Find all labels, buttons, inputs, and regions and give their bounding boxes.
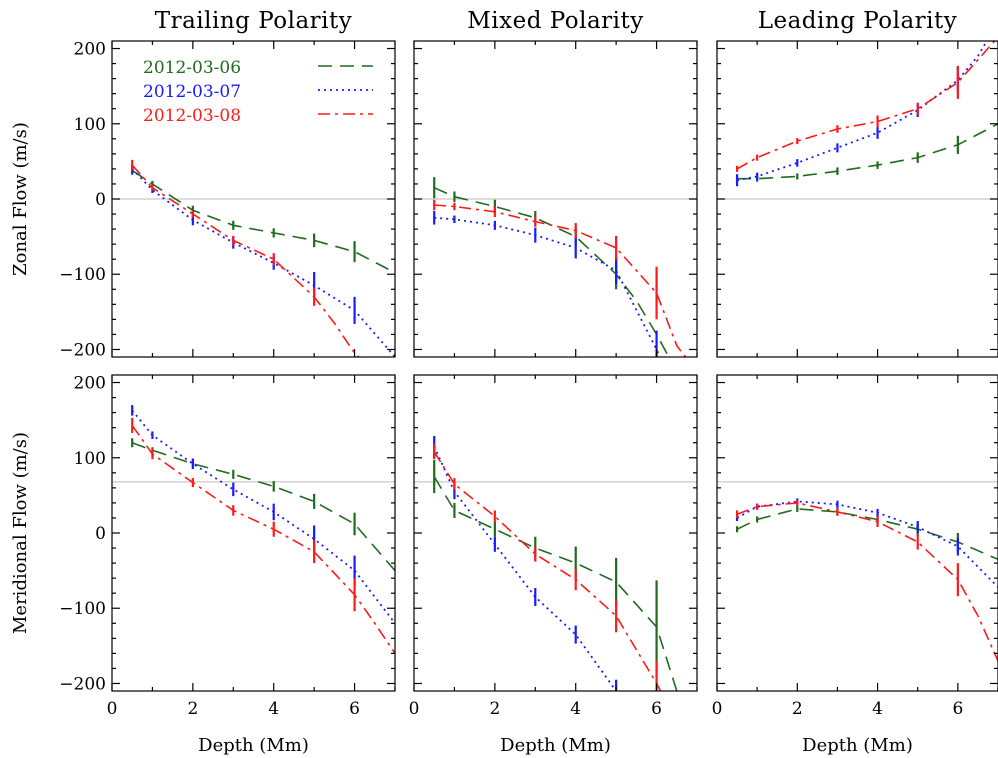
column-title-leading-polarity: Leading Polarity [758,8,958,34]
legend-label-2012-03-07: 2012-03-07 [143,82,241,102]
legend-label-2012-03-06: 2012-03-06 [143,58,241,78]
y-tick-label: −100 [59,599,106,619]
y-axis-label-zonal: Zonal Flow (m/s) [10,122,31,276]
panel-mixed-polarity-zonal: Mixed Polarity [414,8,697,395]
x-tick-label: 0 [409,699,420,719]
panel-leading-polarity-meridional: 0 2 4 6 Depth (Mm) [712,375,998,756]
series-line-2012-03-06 [132,443,395,571]
x-axis-label: Depth (Mm) [802,735,913,756]
x-tick-label: 4 [872,699,883,719]
series-line-2012-03-07 [434,447,636,722]
y-tick-label: −200 [59,674,106,694]
series-line-2012-03-08 [434,452,677,721]
x-tick-label: 2 [489,699,500,719]
column-title-mixed-polarity: Mixed Polarity [467,8,644,34]
x-axis-label: Depth (Mm) [500,735,611,756]
x-tick-label: 6 [349,699,360,719]
plot-frame [414,375,697,691]
series-line-2012-03-06 [434,188,677,372]
x-tick-label: 2 [792,699,803,719]
x-tick-label: 4 [570,699,581,719]
series-line-2012-03-07 [737,22,998,180]
y-axis-label-meridional: Meridional Flow (m/s) [10,432,31,634]
y-tick-label: 100 [74,449,106,469]
y-tick-label: 200 [74,374,106,394]
x-tick-label: 4 [268,699,279,719]
y-tick-label: 200 [74,40,106,60]
plot-frame [112,375,395,691]
x-tick-label: 2 [187,699,198,719]
x-tick-label: 6 [651,699,662,719]
legend: 2012-03-06 2012-03-07 2012-03-08 [143,58,373,126]
panel-mixed-polarity-meridional: 0 2 4 6 Depth (Mm) [409,375,697,756]
x-tick-label: 0 [712,699,723,719]
series-line-2012-03-06 [434,477,677,691]
plot-frame [717,375,998,691]
panel-leading-polarity-zonal: Leading Polarity [717,8,998,357]
x-tick-label: 0 [107,699,118,719]
x-tick-label: 6 [952,699,963,719]
y-tick-label: −200 [59,340,106,360]
y-tick-label: 0 [95,190,106,210]
series-line-2012-03-08 [132,425,395,653]
y-tick-label: 0 [95,524,106,544]
y-tick-label: −100 [59,265,106,285]
column-title-trailing-polarity: Trailing Polarity [155,8,353,34]
legend-label-2012-03-08: 2012-03-08 [143,106,241,126]
x-axis-label: Depth (Mm) [198,735,309,756]
y-tick-label: 100 [74,115,106,135]
panel-trailing-polarity-meridional: −200 −100 0 100 200 0 2 4 6 Depth (Mm) Meridional … [10,374,395,756]
series-line-2012-03-08 [132,165,375,372]
